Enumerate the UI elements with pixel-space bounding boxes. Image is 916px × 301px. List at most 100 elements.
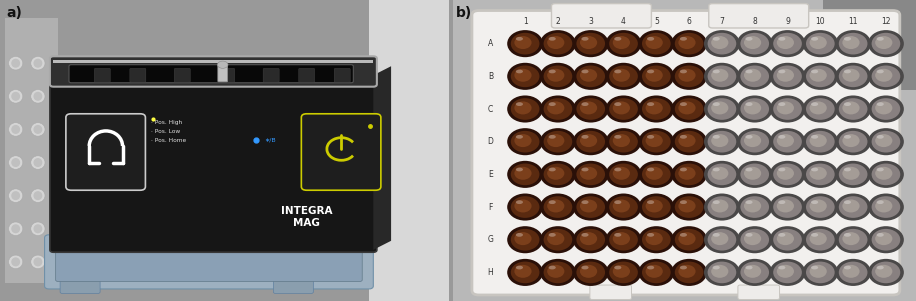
- Ellipse shape: [810, 265, 827, 278]
- FancyBboxPatch shape: [219, 68, 234, 82]
- Ellipse shape: [31, 56, 45, 70]
- Ellipse shape: [843, 167, 859, 180]
- Text: G: G: [487, 235, 494, 244]
- Ellipse shape: [615, 70, 621, 73]
- Ellipse shape: [572, 128, 608, 155]
- Ellipse shape: [615, 266, 621, 269]
- Ellipse shape: [547, 232, 564, 245]
- Ellipse shape: [515, 265, 531, 278]
- Ellipse shape: [515, 36, 531, 49]
- Ellipse shape: [675, 229, 703, 250]
- Ellipse shape: [844, 266, 851, 269]
- Ellipse shape: [549, 266, 556, 269]
- Ellipse shape: [8, 123, 23, 136]
- Ellipse shape: [736, 128, 773, 155]
- Ellipse shape: [540, 128, 576, 155]
- Ellipse shape: [779, 135, 785, 139]
- Ellipse shape: [516, 266, 523, 269]
- FancyBboxPatch shape: [60, 272, 100, 293]
- FancyBboxPatch shape: [738, 285, 780, 299]
- Ellipse shape: [671, 128, 707, 155]
- Text: 7: 7: [719, 17, 725, 26]
- Ellipse shape: [609, 98, 638, 120]
- Ellipse shape: [646, 101, 663, 114]
- Ellipse shape: [835, 63, 871, 90]
- Ellipse shape: [868, 226, 904, 253]
- Ellipse shape: [680, 70, 687, 73]
- Ellipse shape: [671, 226, 707, 253]
- Ellipse shape: [746, 200, 753, 204]
- Ellipse shape: [844, 102, 851, 106]
- Text: B: B: [488, 72, 493, 81]
- Ellipse shape: [8, 255, 23, 268]
- Ellipse shape: [872, 33, 900, 54]
- FancyBboxPatch shape: [334, 68, 350, 82]
- Ellipse shape: [835, 161, 871, 188]
- Ellipse shape: [711, 101, 728, 114]
- Ellipse shape: [704, 161, 740, 188]
- Ellipse shape: [609, 33, 638, 54]
- Ellipse shape: [646, 36, 663, 49]
- Ellipse shape: [675, 262, 703, 283]
- Ellipse shape: [547, 134, 564, 147]
- Ellipse shape: [34, 191, 42, 200]
- Ellipse shape: [707, 229, 736, 250]
- Ellipse shape: [746, 233, 753, 237]
- Ellipse shape: [704, 259, 740, 286]
- Ellipse shape: [810, 232, 827, 245]
- Ellipse shape: [844, 200, 851, 204]
- Ellipse shape: [547, 101, 564, 114]
- Text: 11: 11: [848, 17, 858, 26]
- Ellipse shape: [872, 163, 900, 185]
- Ellipse shape: [744, 36, 761, 49]
- Ellipse shape: [736, 226, 773, 253]
- Ellipse shape: [576, 66, 605, 87]
- Ellipse shape: [740, 196, 769, 218]
- Ellipse shape: [671, 259, 707, 286]
- Ellipse shape: [605, 194, 641, 221]
- Ellipse shape: [844, 168, 851, 171]
- FancyBboxPatch shape: [66, 114, 146, 190]
- Ellipse shape: [872, 66, 900, 87]
- Ellipse shape: [704, 95, 740, 123]
- Ellipse shape: [543, 66, 572, 87]
- Ellipse shape: [605, 30, 641, 57]
- Ellipse shape: [516, 233, 523, 237]
- Ellipse shape: [777, 200, 794, 213]
- Ellipse shape: [576, 163, 605, 185]
- Ellipse shape: [806, 229, 834, 250]
- Ellipse shape: [638, 30, 674, 57]
- FancyBboxPatch shape: [551, 4, 651, 28]
- Ellipse shape: [582, 37, 589, 41]
- Ellipse shape: [877, 233, 884, 237]
- Ellipse shape: [671, 95, 707, 123]
- Ellipse shape: [647, 102, 654, 106]
- Ellipse shape: [642, 98, 671, 120]
- Ellipse shape: [580, 36, 597, 49]
- Ellipse shape: [875, 265, 892, 278]
- Ellipse shape: [746, 168, 753, 171]
- Ellipse shape: [646, 265, 663, 278]
- Circle shape: [217, 61, 228, 68]
- Ellipse shape: [580, 200, 597, 213]
- Ellipse shape: [642, 66, 671, 87]
- Ellipse shape: [802, 161, 838, 188]
- Ellipse shape: [773, 33, 802, 54]
- Ellipse shape: [777, 69, 794, 82]
- FancyBboxPatch shape: [709, 4, 809, 28]
- Ellipse shape: [511, 229, 540, 250]
- Ellipse shape: [647, 200, 654, 204]
- Ellipse shape: [811, 266, 818, 269]
- Ellipse shape: [740, 66, 769, 87]
- Ellipse shape: [516, 200, 523, 204]
- Ellipse shape: [843, 69, 859, 82]
- Ellipse shape: [605, 161, 641, 188]
- Ellipse shape: [806, 131, 834, 153]
- Ellipse shape: [802, 259, 838, 286]
- Ellipse shape: [843, 134, 859, 147]
- Ellipse shape: [580, 265, 597, 278]
- Ellipse shape: [572, 161, 608, 188]
- Ellipse shape: [582, 200, 589, 204]
- Ellipse shape: [646, 232, 663, 245]
- Ellipse shape: [605, 95, 641, 123]
